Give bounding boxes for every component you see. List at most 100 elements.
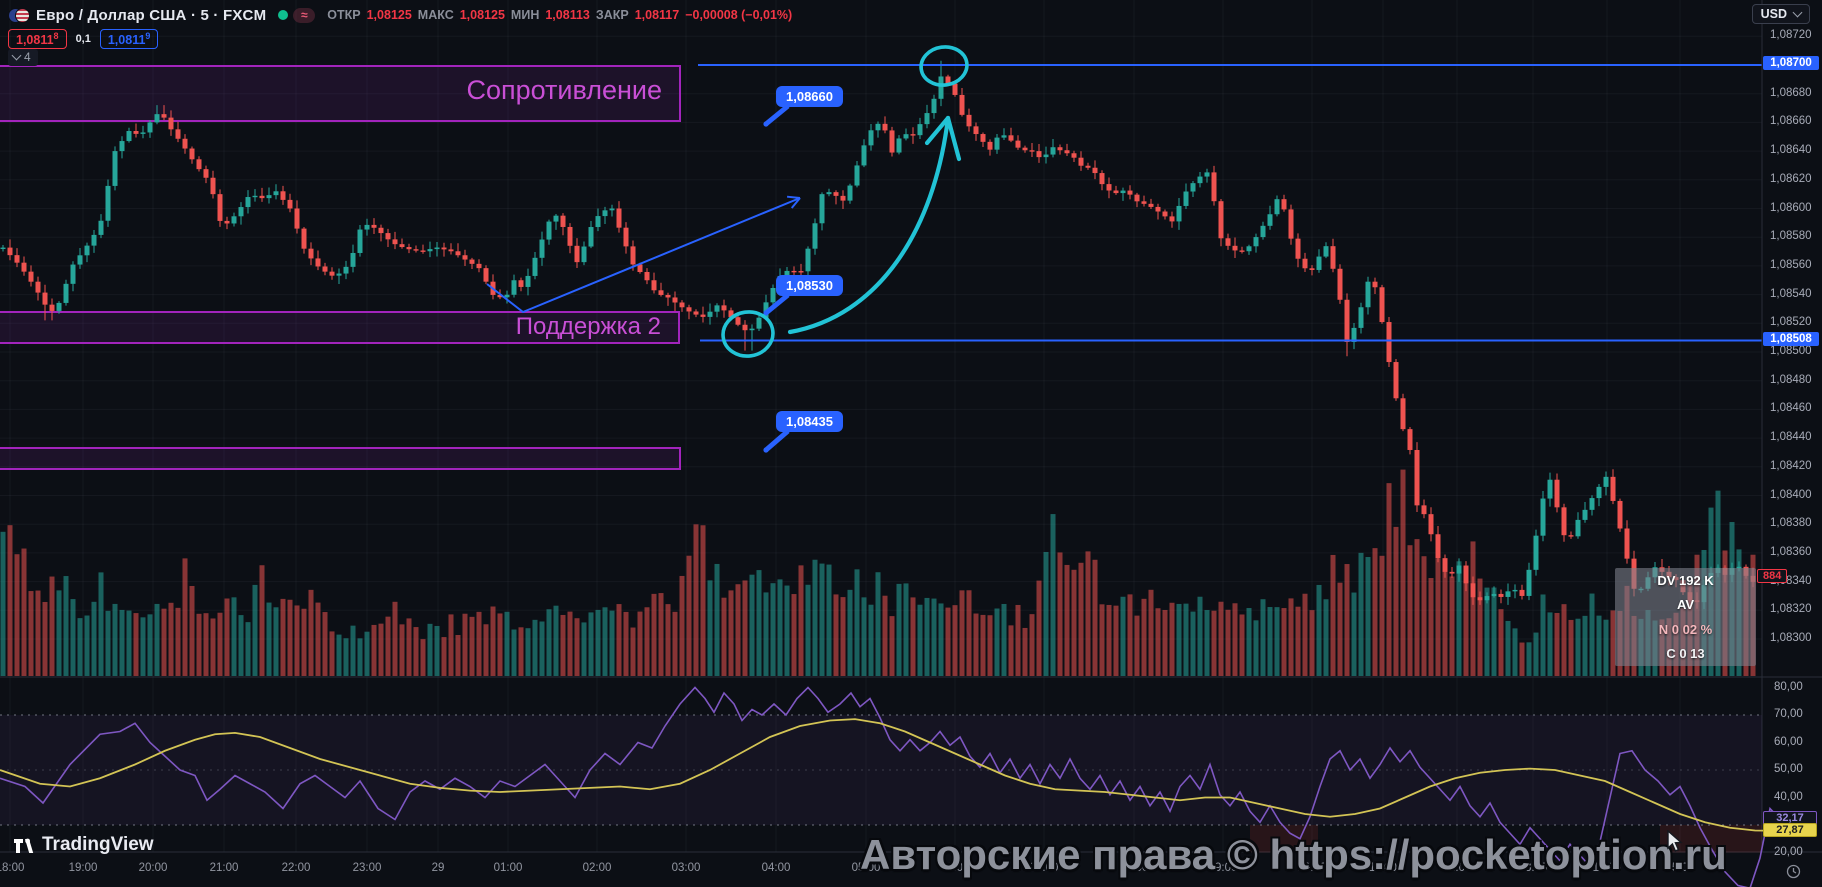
volume-data-tooltip: DV 192 K AV N 0 02 % C 0 13	[1615, 568, 1756, 666]
trend-arrow-line	[486, 195, 801, 314]
indicators-collapse-button[interactable]: 4	[8, 49, 38, 66]
bid-ask-row: 1,08118 0,1 1,08119	[8, 29, 159, 50]
rsi-tick-label: 60,00	[1774, 735, 1803, 748]
change-value: −0,00008 (−0,01%)	[685, 8, 793, 22]
price-tick-label: 1,08720	[1770, 29, 1812, 42]
rsi-pane	[0, 686, 1781, 887]
low-label: МИН	[510, 8, 540, 22]
time-tick-label: 13:00	[1518, 862, 1548, 874]
price-tick-label: 1,08520	[1770, 316, 1812, 329]
time-tick-label: 29	[431, 862, 445, 874]
price-callout-108660[interactable]: 1,08660	[776, 86, 843, 107]
time-tick-label: 09:00	[1208, 862, 1238, 874]
time-tick-label: 21:00	[209, 862, 239, 874]
rsi-line[interactable]	[0, 686, 1781, 887]
open-label: ОТКР	[327, 8, 361, 22]
price-tick-label: 1,08500	[1770, 345, 1812, 357]
price-tick-label: 1,08420	[1770, 459, 1812, 472]
price-tick-label: 1,08440	[1770, 431, 1812, 444]
volume-last-value-label: 884	[1757, 569, 1788, 583]
price-tick-label: 1,08620	[1770, 172, 1812, 185]
price-callout-108435[interactable]: 1,08435	[776, 411, 843, 432]
chevron-down-icon	[1792, 7, 1803, 18]
time-tick-label: 15:00	[1665, 862, 1695, 874]
trend-line[interactable]	[486, 197, 801, 314]
price-tick-label: 1,08560	[1770, 258, 1812, 271]
price-tick-label: 1,08300	[1770, 632, 1812, 644]
sell-button[interactable]: 1,08118	[8, 29, 67, 50]
symbol-title[interactable]: Евро / Доллар США · 5 · FXCM	[36, 6, 267, 24]
market-open-dot-icon	[278, 10, 289, 20]
price-callout-108530[interactable]: 1,08530	[776, 275, 843, 296]
sr-zone-rect-0[interactable]	[0, 65, 681, 122]
tradingview-logo[interactable]: TradingView	[13, 834, 154, 856]
time-tick-label: 18:00	[0, 862, 25, 874]
time-tick-label: 10:00	[1297, 862, 1327, 874]
currency-label: USD	[1760, 7, 1787, 21]
rsi-tick-label: 50,00	[1774, 763, 1803, 775]
eurusd-flag-icon	[8, 5, 30, 25]
pane-separators	[0, 0, 1822, 853]
tradingview-icon	[14, 838, 34, 853]
price-tick-label: 1,08600	[1770, 201, 1812, 214]
time-tick-label: 01:00	[493, 862, 523, 874]
price-tick-label: 1,08460	[1770, 402, 1812, 415]
time-tick-label: 11:00	[1369, 862, 1397, 874]
spread-value: 0,1	[75, 33, 91, 46]
grid-lines	[0, 0, 1762, 852]
time-tick-label: 06:00	[940, 862, 970, 874]
horizontal-alert-lines	[698, 64, 1762, 342]
alert-price-label-108700[interactable]: 1,08700	[1763, 56, 1819, 70]
teal-drawings	[720, 44, 970, 360]
volume-histogram	[0, 469, 1756, 676]
momentum-curve-arrow[interactable]	[787, 115, 951, 335]
close-label: ЗАКР	[595, 8, 629, 22]
support2-zone-label[interactable]: Поддержка 2	[515, 312, 661, 340]
time-tick-label: 08:00	[1119, 862, 1149, 874]
buy-button[interactable]: 1,08119	[99, 29, 159, 50]
rsi-ma-line[interactable]	[0, 718, 1781, 832]
highlight-circle-0[interactable]	[919, 44, 970, 88]
alert-price-label-108508[interactable]: 1,08508	[1763, 331, 1819, 346]
price-tick-label: 1,08320	[1770, 603, 1812, 616]
currency-unit-button[interactable]: USD	[1751, 4, 1810, 24]
candlesticks	[0, 60, 1756, 610]
mouse-cursor-icon	[1667, 830, 1683, 852]
time-tick-label: 02:00	[582, 862, 612, 874]
price-tick-label: 1,08540	[1770, 287, 1812, 300]
chart-header: Евро / Доллар США · 5 · FXCM ≈ ОТКР 1,08…	[8, 5, 792, 25]
resistance-zone-label[interactable]: Сопротивление	[466, 75, 662, 106]
hidden-indicator-count: 4	[24, 50, 31, 64]
price-tick-label: 1,08480	[1770, 373, 1812, 386]
low-value: 1,08113	[545, 8, 590, 22]
time-tick-label: 14:00	[1592, 862, 1622, 874]
high-label: МАКС	[417, 8, 454, 22]
time-tick-label: 22:00	[281, 862, 311, 874]
status-pill[interactable]: ≈	[274, 6, 319, 25]
callout-tails	[763, 104, 790, 453]
highlight-circle-1[interactable]	[720, 309, 776, 360]
timezone-clock-icon[interactable]	[1786, 864, 1801, 879]
chevron-down-icon	[11, 50, 22, 61]
price-tick-label: 1,08360	[1770, 545, 1812, 558]
high-value: 1,08125	[459, 8, 505, 22]
sr-zone-rect-2[interactable]	[0, 447, 681, 470]
tooltip-row-change: N 0 02 %	[1658, 621, 1713, 637]
price-tick-label: 1,08580	[1770, 230, 1812, 243]
rsi-last-value-label: 32,17	[1763, 811, 1817, 826]
time-tick-label: 07:00	[1029, 862, 1059, 874]
price-tick-label: 1,08380	[1770, 517, 1812, 530]
open-value: 1,08125	[366, 8, 412, 22]
rsi-tick-label: 80,00	[1774, 680, 1803, 693]
copyright-watermark: Авторские права © https://pocketoption.r…	[860, 831, 1727, 878]
tooltip-row-av: AV	[1676, 597, 1695, 613]
tooltip-row-c: C 0 13	[1666, 646, 1705, 662]
price-tick-label: 1,08400	[1770, 488, 1812, 501]
rsi-tick-label: 70,00	[1774, 708, 1803, 720]
price-tick-label: 1,08660	[1770, 115, 1812, 128]
time-tick-label: 03:00	[671, 862, 701, 874]
bar-replay-wave-icon: ≈	[293, 7, 316, 23]
sr-zone-rect-1[interactable]	[0, 311, 680, 344]
